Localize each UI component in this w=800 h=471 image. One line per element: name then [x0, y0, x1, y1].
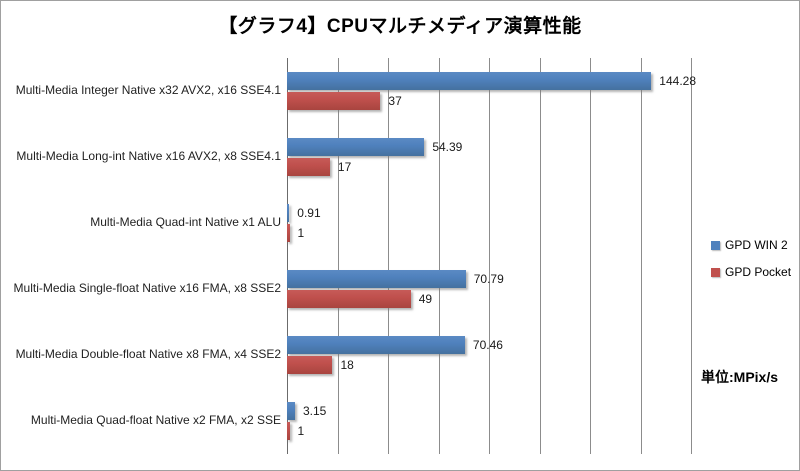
legend-label: GPD Pocket	[725, 265, 792, 279]
x-gridline	[539, 58, 541, 454]
value-label: 1	[297, 226, 305, 240]
value-label: 49	[418, 292, 433, 306]
category-label: Multi-Media Quad-int Native x1 ALU	[90, 215, 281, 230]
legend-item: GPD Pocket	[711, 265, 791, 279]
chart-title: 【グラフ4】CPUマルチメディア演算性能	[218, 16, 582, 37]
bar-gpd-win2	[287, 204, 290, 222]
value-label: 37	[388, 94, 402, 108]
value-label: 144.28	[659, 74, 696, 88]
value-label: 54.39	[432, 140, 463, 154]
bar-gpd-win2	[287, 402, 295, 420]
y-axis-line	[287, 58, 288, 454]
value-label: 1	[297, 424, 305, 438]
bar-gpd-pocket	[287, 224, 290, 242]
x-gridline	[438, 58, 440, 454]
category-label: Multi-Media Integer Native x32 AVX2, x16…	[15, 83, 281, 98]
value-label: 17	[337, 160, 352, 174]
bar-gpd-win2	[287, 336, 465, 354]
unit-label: 単位:MPix/s	[701, 369, 779, 385]
value-label: 3.15	[302, 404, 327, 418]
bar-group: 0.91 1	[287, 190, 691, 256]
category-label: Multi-Media Single-float Native x16 FMA,…	[13, 281, 281, 296]
value-label: 0.91	[297, 206, 321, 220]
bar-gpd-win2	[287, 270, 466, 288]
bar-group: 3.15 1	[287, 388, 691, 454]
legend-swatch-icon	[711, 240, 720, 250]
bar-gpd-win2	[287, 72, 652, 90]
bar-group: 70.46 18	[287, 322, 691, 388]
legend: GPD WIN 2 GPD Pocket	[711, 238, 791, 292]
bar-group: 144.28 37	[287, 58, 696, 124]
bar-gpd-pocket	[287, 422, 290, 440]
x-gridline	[691, 58, 692, 454]
x-gridline	[640, 58, 642, 454]
value-label: 70.79	[473, 272, 504, 286]
bar-gpd-pocket	[287, 290, 411, 308]
x-gridline	[337, 58, 339, 454]
legend-item: GPD WIN 2	[711, 238, 791, 252]
x-gridline	[590, 58, 591, 454]
category-labels: Multi-Media Integer Native x32 AVX2, x16…	[7, 58, 281, 454]
value-label: 70.46	[472, 338, 503, 352]
plot-area: 144.28 37 54.39 17 0.91 1 70.79 49 70.46 18 3.15 1	[287, 58, 696, 454]
bar-group: 54.39 17	[287, 124, 691, 190]
bar-group: 70.79 49	[287, 256, 691, 322]
bar-gpd-pocket	[287, 92, 381, 110]
bar-gpd-win2	[287, 138, 425, 156]
x-gridline	[489, 58, 490, 454]
x-gridline	[388, 58, 389, 454]
category-label: Multi-Media Double-float Native x8 FMA, …	[15, 347, 281, 362]
value-label: 18	[340, 358, 354, 372]
legend-label: GPD WIN 2	[725, 238, 788, 252]
category-label: Multi-Media Long-int Native x16 AVX2, x8…	[16, 149, 281, 164]
bar-gpd-pocket	[287, 158, 330, 176]
legend-swatch-icon	[711, 267, 720, 277]
category-label: Multi-Media Quad-float Native x2 FMA, x2…	[30, 413, 281, 428]
bar-gpd-pocket	[287, 356, 333, 374]
